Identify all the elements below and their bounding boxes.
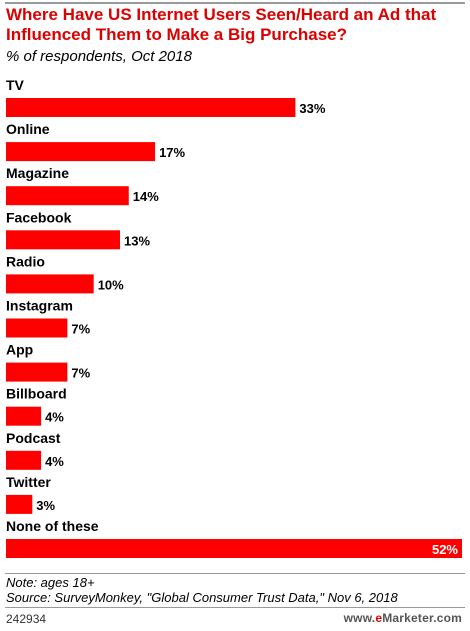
value-label-online: 17% bbox=[159, 145, 185, 160]
category-label-online: Online bbox=[6, 121, 50, 137]
category-label-tv: TV bbox=[6, 77, 25, 93]
bar-online bbox=[6, 142, 156, 162]
category-label-app: App bbox=[6, 342, 33, 358]
category-label-instagram: Instagram bbox=[6, 298, 73, 314]
bar-chart: TV 33% Online 17% Magazine 14% Facebook 13% Radi… bbox=[6, 77, 462, 558]
bar-facebook bbox=[6, 230, 120, 250]
value-label-app: 7% bbox=[71, 366, 90, 381]
value-label-instagram: 7% bbox=[71, 322, 90, 337]
top-rule bbox=[5, 2, 465, 4]
bar-magazine bbox=[6, 186, 129, 206]
value-label-twitter: 3% bbox=[36, 498, 55, 513]
bar-instagram bbox=[6, 318, 68, 338]
bar-app bbox=[6, 362, 68, 382]
value-label-magazine: 14% bbox=[133, 189, 159, 204]
category-label-radio: Radio bbox=[6, 253, 45, 269]
chart-subtitle: % of respondents, Oct 2018 bbox=[6, 48, 192, 65]
category-label-magazine: Magazine bbox=[6, 165, 69, 181]
value-label-facebook: 13% bbox=[124, 233, 150, 248]
bar-twitter bbox=[6, 494, 33, 514]
value-label-none-of-these: 52% bbox=[432, 542, 458, 557]
brand-name: Marketer bbox=[382, 611, 434, 625]
category-label-none-of-these: None of these bbox=[6, 518, 99, 534]
bottom-rule bbox=[5, 573, 465, 574]
brand-e: e bbox=[375, 611, 383, 625]
bar-tv bbox=[6, 98, 296, 117]
category-label-facebook: Facebook bbox=[6, 209, 72, 225]
bar-none-of-these bbox=[6, 539, 462, 558]
chart-title: Where Have US Internet Users Seen/Heard … bbox=[6, 5, 437, 44]
bar-podcast bbox=[6, 450, 42, 470]
value-label-podcast: 4% bbox=[45, 454, 64, 469]
value-label-billboard: 4% bbox=[45, 410, 64, 425]
category-label-billboard: Billboard bbox=[6, 386, 67, 402]
chart-note: Note: ages 18+ bbox=[6, 575, 95, 590]
chart-id: 242934 bbox=[6, 612, 47, 626]
chart-source: Source: SurveyMonkey, "Global Consumer T… bbox=[6, 590, 398, 605]
brand-domain: .com bbox=[433, 611, 462, 625]
category-label-twitter: Twitter bbox=[6, 474, 51, 490]
bar-billboard bbox=[6, 406, 42, 426]
bar-radio bbox=[6, 274, 94, 294]
value-label-tv: 33% bbox=[299, 101, 325, 116]
emarketer-logo[interactable]: www.eMarketer.com bbox=[343, 611, 462, 625]
footer-rule bbox=[5, 607, 465, 608]
value-label-radio: 10% bbox=[98, 277, 124, 292]
category-label-podcast: Podcast bbox=[6, 430, 61, 446]
